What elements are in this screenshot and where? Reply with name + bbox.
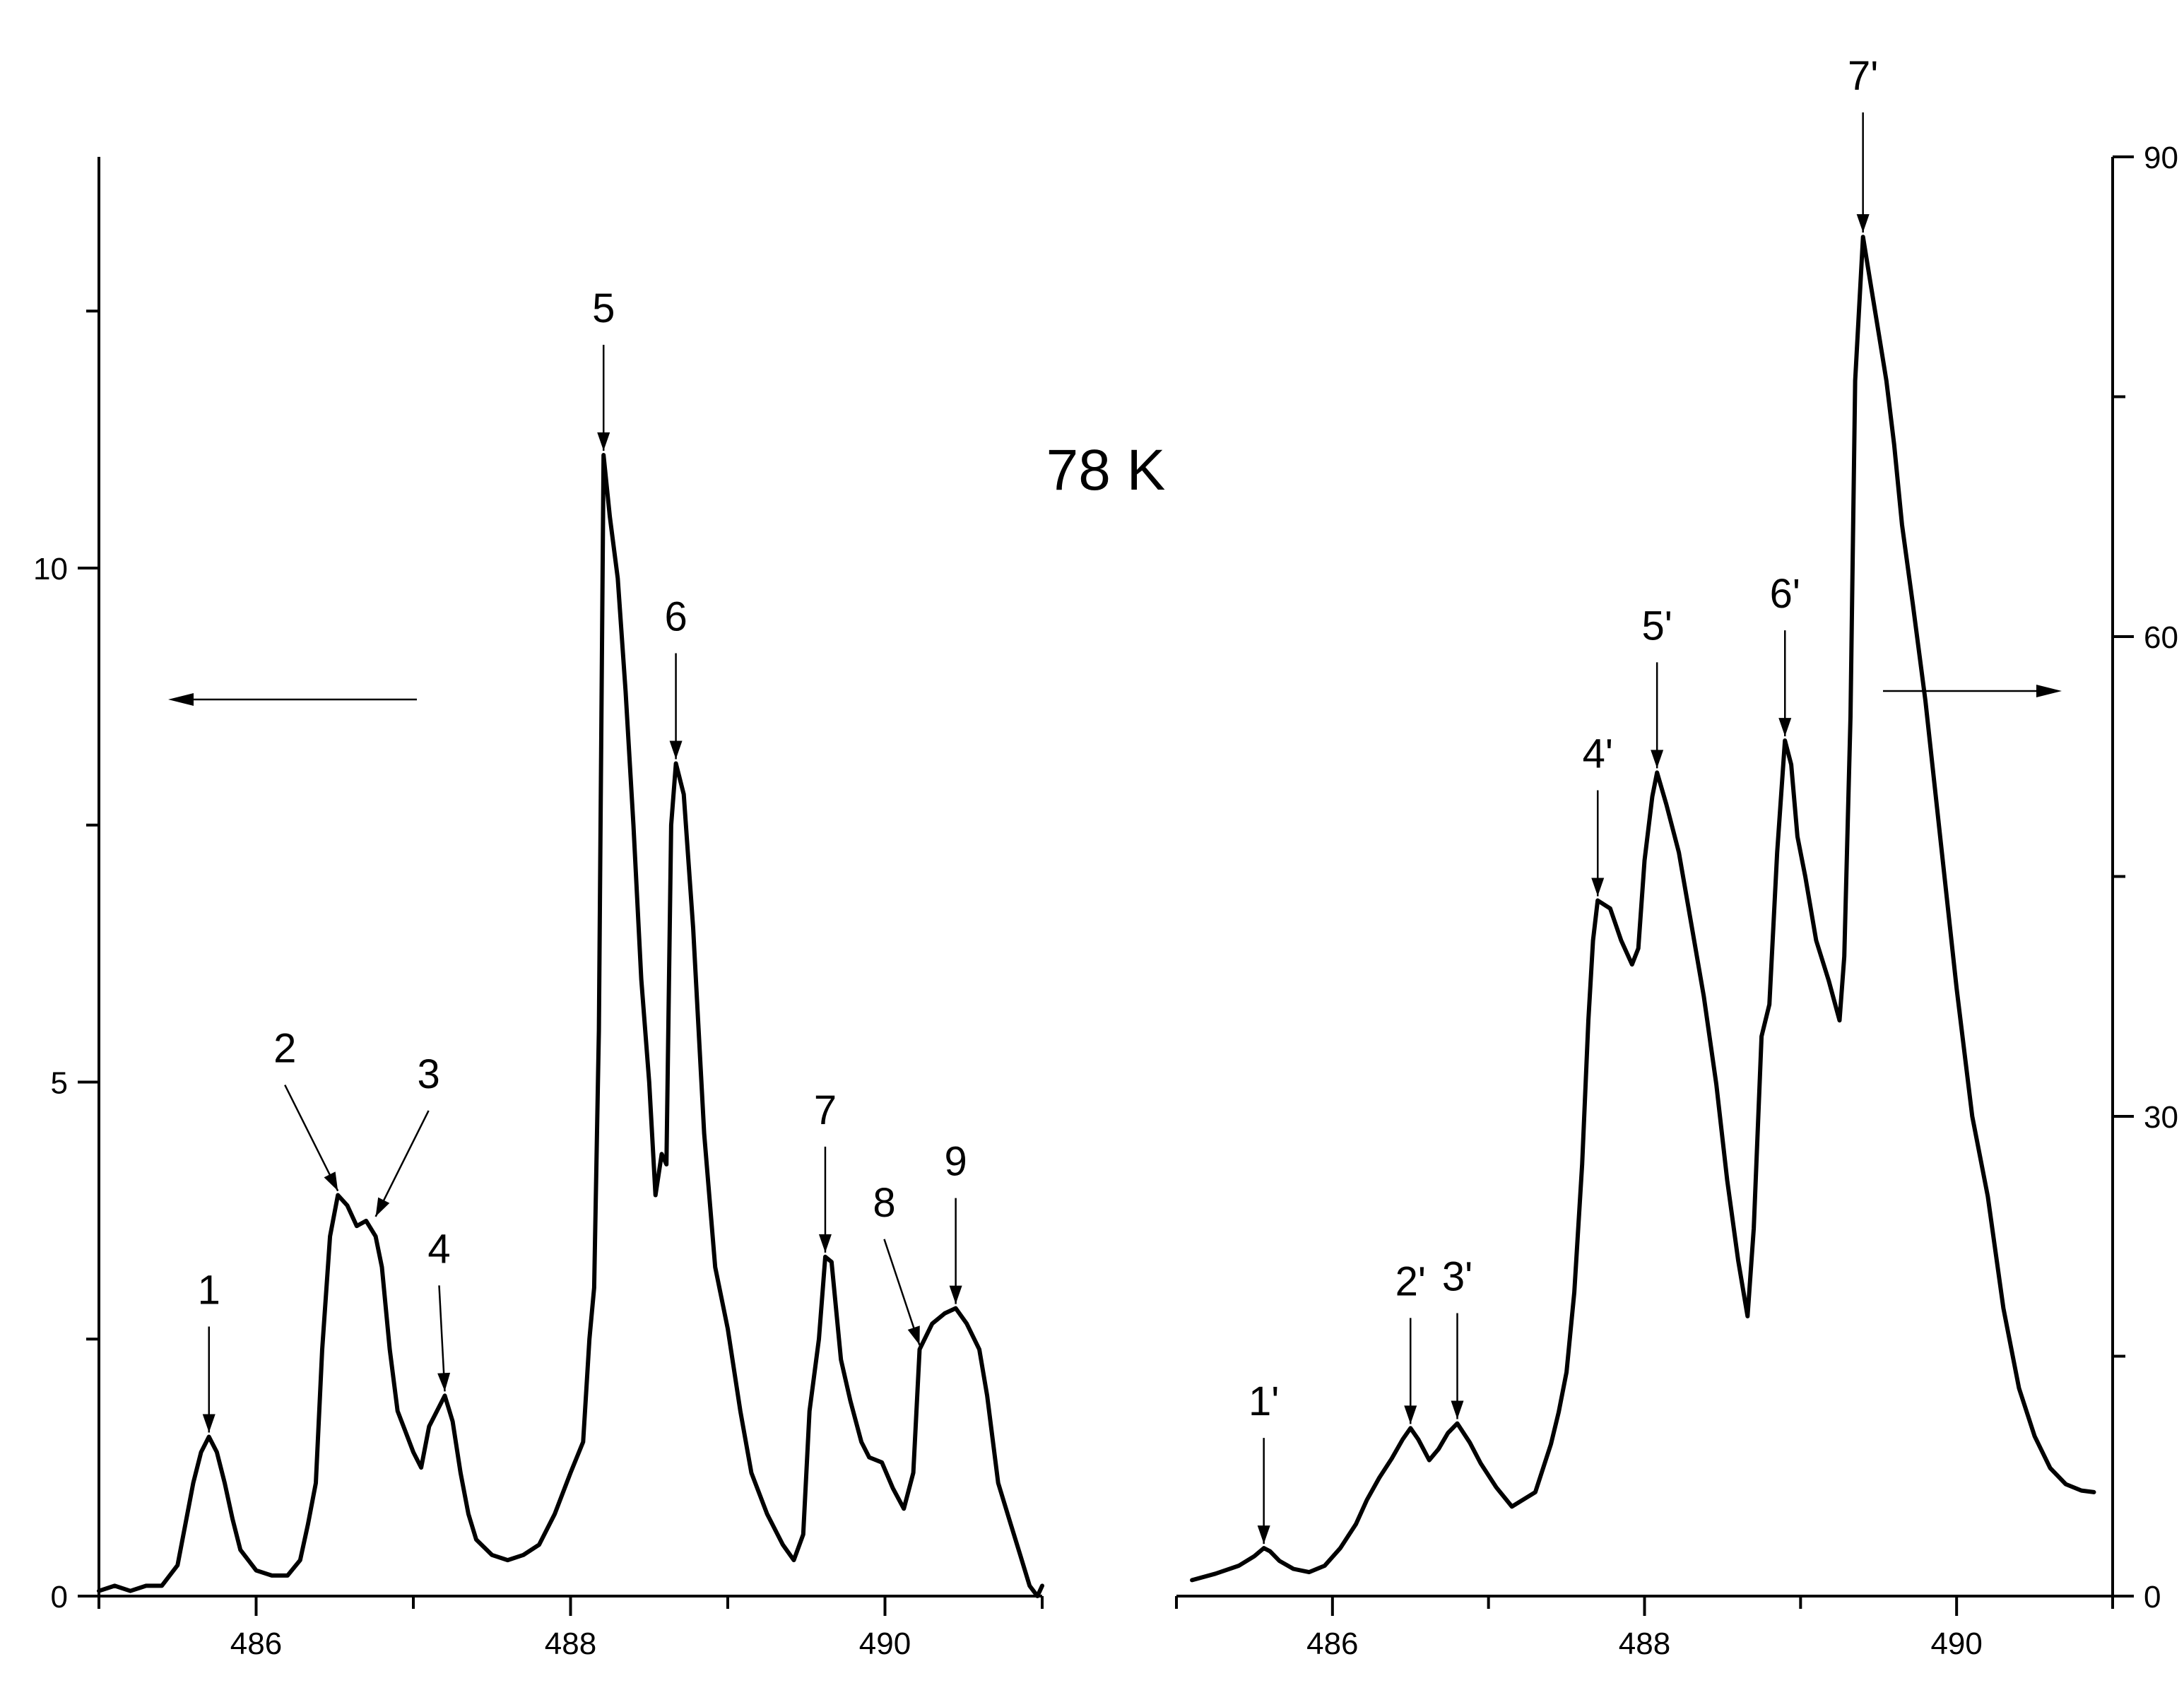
x-tick-label: 486 [230,1626,282,1661]
peak-arrow-head [1856,214,1870,233]
peak-label: 8 [873,1180,895,1226]
peak-label: 1' [1249,1378,1279,1424]
peak-label: 3' [1442,1254,1472,1300]
peak-arrow-head [324,1171,338,1191]
peak-arrow-head [597,432,610,451]
peak-arrow-head [949,1285,962,1304]
spectrum-line [1190,235,2096,1583]
peak-label: 5' [1641,603,1672,649]
peak-label: 5 [592,285,615,331]
peak-arrow-head [1651,750,1664,769]
peak-label: 4' [1583,731,1613,776]
peak-label: 1 [198,1267,220,1313]
x-tick-label: 490 [1930,1626,1982,1661]
left-spectrum-panel: 486 488 490 0 5 10 1 2 3 4 5 6 7 8 9 [33,157,1044,1661]
x-tick-label: 488 [545,1626,596,1661]
peak-arrow-head [375,1197,390,1217]
peak-arrow-head [1591,878,1605,897]
peak-label: 4 [427,1226,450,1272]
peak-arrow-head [202,1414,216,1433]
peak-arrow-head [907,1325,920,1345]
y-tick-label: 60 [2144,620,2178,655]
y-tick-label: 0 [51,1580,68,1614]
temperature-label: 78 K [1046,438,1166,502]
y-tick-label: 10 [33,552,68,586]
peak-label: 2 [273,1026,296,1072]
peak-label: 9 [944,1139,967,1185]
peak-label: 6' [1770,571,1800,617]
x-tick-label: 490 [859,1626,911,1661]
peak-arrow-head [669,740,683,760]
peak-label: 3 [417,1051,439,1097]
y-tick-label: 5 [51,1066,68,1101]
peak-label: 2' [1395,1258,1426,1304]
right-spectrum-panel: 486 488 490 0 30 60 90 1' 2' 3' 4' 5' 6' 7' [1175,53,2178,1661]
peak-arrow-head [818,1234,832,1253]
peak-label: 7 [814,1087,837,1133]
x-tick-label: 486 [1306,1626,1358,1661]
peak-arrow-head [1778,718,1792,737]
y-tick-label: 30 [2144,1100,2178,1135]
x-tick-label: 488 [1619,1626,1670,1661]
spectrum-line [97,453,1044,1598]
peak-arrow [374,1110,430,1217]
peak-arrow-head [1257,1525,1270,1545]
y-tick-label: 0 [2144,1580,2161,1614]
peak-arrow-head [1404,1405,1417,1424]
peak-label: 6 [664,594,687,639]
peak-arrow [284,1084,339,1192]
peak-arrow-head [437,1372,451,1392]
right-axis-arrow-head [2036,685,2062,697]
y-tick-label: 90 [2144,141,2178,175]
peak-arrow [883,1239,921,1346]
peak-arrow-head [1451,1400,1464,1419]
left-axis-arrow-head [168,693,194,706]
peak-label: 7' [1848,53,1878,99]
